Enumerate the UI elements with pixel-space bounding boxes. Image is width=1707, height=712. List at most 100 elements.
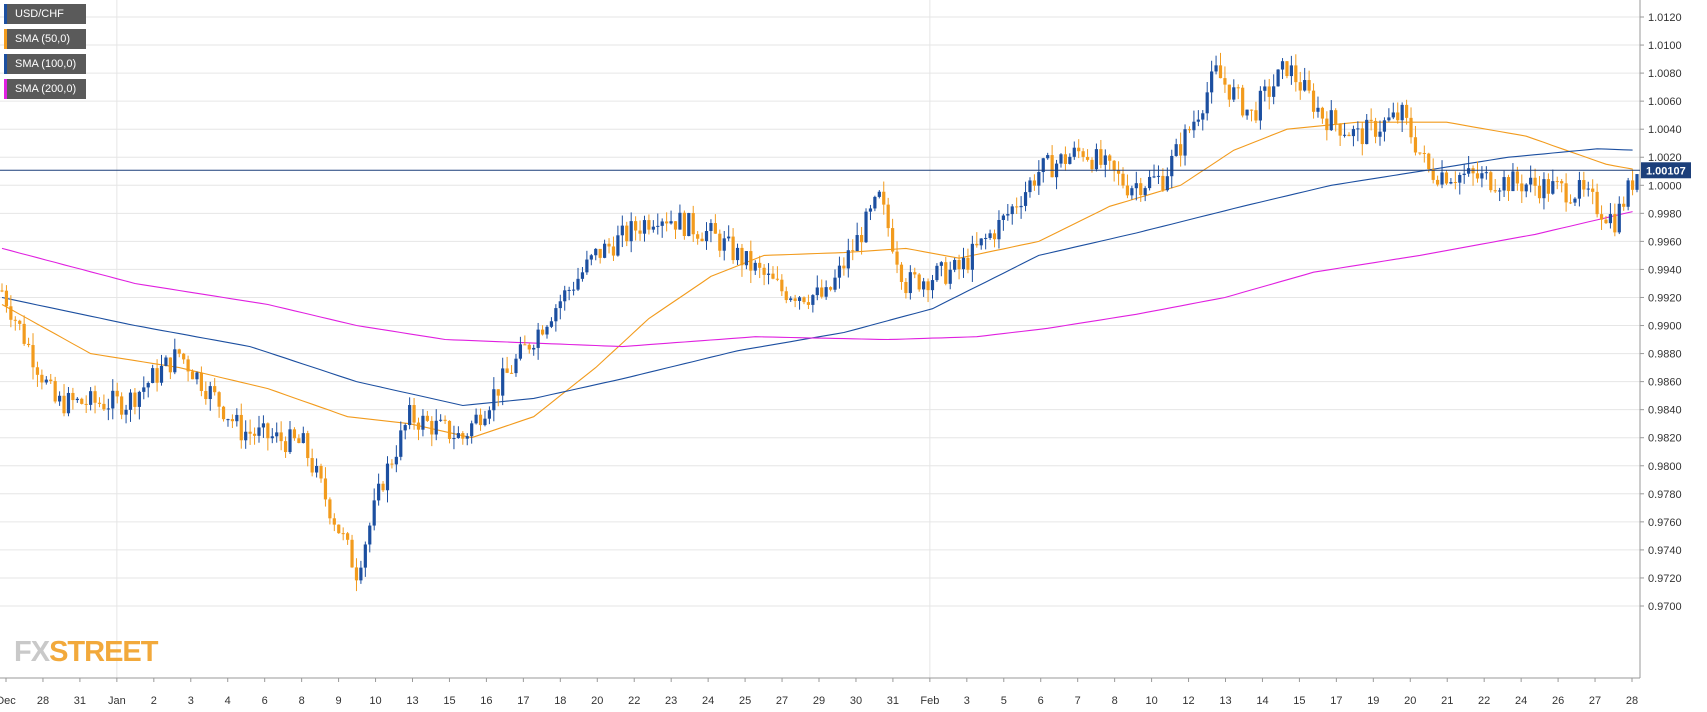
candle-body: [558, 301, 562, 309]
y-tick-label: 1.0000: [1648, 180, 1682, 192]
candle-body: [891, 228, 895, 252]
candle-body: [1467, 168, 1471, 174]
candle-body: [461, 433, 465, 439]
candle-body: [1090, 159, 1094, 170]
candle-body: [616, 235, 620, 256]
x-tick-label: 30: [850, 695, 862, 707]
candle-body: [877, 191, 881, 197]
candle-body: [523, 344, 527, 346]
candle-body: [992, 233, 997, 240]
candle-body: [1289, 65, 1293, 77]
candle-body: [1351, 129, 1356, 137]
candle-body: [1564, 183, 1568, 203]
candle-body: [71, 392, 75, 401]
candle-body: [864, 211, 868, 243]
x-tick-label: 3: [964, 695, 970, 707]
candle-body: [1276, 69, 1280, 87]
grid: [0, 0, 1640, 678]
candle-body: [580, 272, 585, 279]
candle-body: [40, 374, 44, 383]
candle-body: [1404, 104, 1409, 118]
candle-body: [505, 368, 509, 373]
candle-body: [944, 262, 948, 284]
legend-item-sma200[interactable]: SMA (200,0): [4, 79, 87, 99]
candle-body: [1440, 172, 1444, 185]
candle-body: [1431, 169, 1435, 180]
legend-item-usdchf[interactable]: USD/CHF: [4, 4, 87, 24]
candle-body: [195, 372, 199, 380]
candle-body: [478, 414, 483, 426]
candle-body: [532, 347, 536, 350]
sma-200-line: [1, 211, 1633, 348]
candle-body: [828, 287, 833, 290]
x-tick-label: 25: [739, 695, 751, 707]
candle-body: [926, 281, 930, 291]
candle-body: [611, 246, 616, 256]
candle-body: [1396, 112, 1400, 121]
candle-body: [1139, 183, 1143, 196]
candle-body: [1001, 215, 1005, 220]
x-tick-label: 28: [1626, 695, 1638, 707]
candle-body: [314, 465, 319, 473]
candle-body: [1506, 177, 1511, 192]
candle-body: [1484, 172, 1488, 174]
candle-body: [1085, 156, 1090, 160]
candle-body: [709, 223, 713, 232]
candle-body: [1249, 109, 1254, 111]
candle-body: [1462, 173, 1466, 175]
candle-body: [341, 533, 345, 535]
candle-body: [1258, 90, 1262, 121]
candle-body: [328, 499, 332, 519]
candle-body: [908, 272, 912, 294]
legend-label: SMA (200,0): [15, 83, 77, 95]
candle-body: [465, 436, 469, 439]
candle-body: [793, 298, 797, 301]
candle-body: [425, 415, 429, 421]
candle-body: [1546, 179, 1550, 194]
candle-body: [899, 264, 904, 282]
candle-body: [111, 390, 115, 409]
candle-body: [1444, 172, 1449, 184]
candle-body: [1591, 188, 1595, 192]
candle-body: [859, 235, 864, 243]
candle-body: [744, 251, 748, 266]
candle-body: [235, 414, 239, 422]
candle-body: [1630, 180, 1635, 190]
candle-body: [594, 248, 598, 256]
candle-body: [226, 419, 230, 421]
candle-body: [1400, 104, 1404, 121]
legend-swatch: [4, 54, 7, 74]
x-tick-label: 13: [406, 695, 418, 707]
candle-body: [1551, 181, 1555, 194]
candle-body: [873, 196, 877, 209]
logo-part-fx: FX: [14, 636, 50, 668]
sma-100-line: [1, 148, 1633, 407]
candle-body: [802, 297, 806, 303]
candle-body: [691, 213, 695, 235]
candle-body: [146, 382, 150, 388]
candle-body: [244, 431, 248, 441]
y-tick-label: 0.9920: [1648, 292, 1682, 304]
candle-body: [948, 269, 952, 284]
legend-item-sma100[interactable]: SMA (100,0): [4, 54, 87, 74]
candle-body: [1360, 128, 1364, 145]
candle-body: [301, 433, 305, 444]
candle-body: [115, 390, 119, 397]
candle-body: [31, 345, 35, 368]
candle-body: [270, 436, 274, 439]
candle-body: [1010, 206, 1014, 215]
candle-body: [784, 291, 788, 301]
candle-body: [177, 349, 181, 354]
candle-body: [1560, 181, 1564, 184]
x-tick-label: 4: [225, 695, 231, 707]
candle-body: [337, 524, 341, 534]
x-tick-label: 3: [188, 695, 194, 707]
candle-body: [97, 402, 102, 404]
candle-body: [137, 391, 141, 407]
legend-item-sma50[interactable]: SMA (50,0): [4, 29, 87, 49]
logo-part-street: STREET: [49, 636, 158, 668]
candle-body: [1241, 87, 1245, 116]
candle-body: [554, 308, 558, 322]
candle-body: [953, 259, 957, 270]
